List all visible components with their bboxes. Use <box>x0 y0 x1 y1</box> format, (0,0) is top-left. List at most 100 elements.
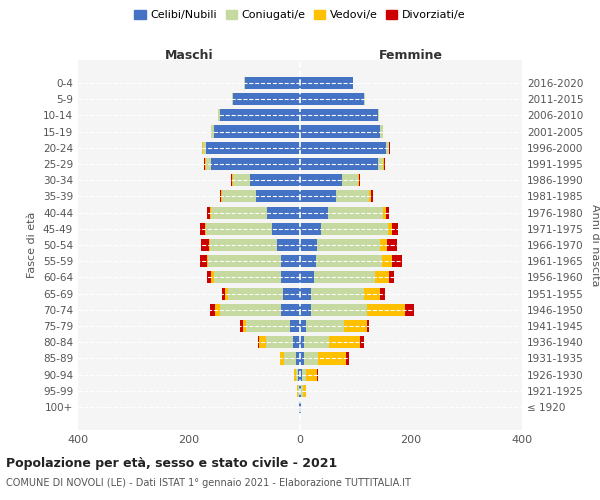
Bar <box>298 385 299 397</box>
Bar <box>300 93 364 105</box>
Bar <box>206 158 211 170</box>
Bar <box>280 352 284 364</box>
Bar <box>203 142 206 154</box>
Bar <box>302 368 306 381</box>
Bar <box>380 288 385 300</box>
Bar <box>406 304 414 316</box>
Bar <box>300 288 311 300</box>
Bar <box>200 222 205 235</box>
Y-axis label: Anni di nascita: Anni di nascita <box>590 204 600 286</box>
Bar <box>232 174 233 186</box>
Bar <box>240 320 243 332</box>
Bar <box>359 174 361 186</box>
Bar <box>208 255 281 268</box>
Bar <box>300 385 301 397</box>
Bar <box>386 142 389 154</box>
Bar <box>277 239 300 251</box>
Bar <box>281 255 300 268</box>
Bar <box>336 190 370 202</box>
Bar <box>214 272 281 283</box>
Bar <box>378 109 379 122</box>
Text: Popolazione per età, sesso e stato civile - 2021: Popolazione per età, sesso e stato civil… <box>6 458 337 470</box>
Bar <box>380 126 383 138</box>
Legend: Celibi/Nubili, Coniugati/e, Vedovi/e, Divorziati/e: Celibi/Nubili, Coniugati/e, Vedovi/e, Di… <box>130 6 470 25</box>
Bar <box>211 158 300 170</box>
Bar <box>300 368 302 381</box>
Bar <box>378 158 383 170</box>
Bar <box>281 304 300 316</box>
Bar <box>300 255 316 268</box>
Bar <box>346 352 349 364</box>
Bar <box>272 222 300 235</box>
Y-axis label: Fasce di età: Fasce di età <box>28 212 37 278</box>
Bar <box>300 336 304 348</box>
Bar <box>298 368 300 381</box>
Bar <box>245 320 290 332</box>
Bar <box>266 336 293 348</box>
Bar <box>344 320 367 332</box>
Bar <box>207 272 211 283</box>
Text: Maschi: Maschi <box>164 49 214 62</box>
Bar <box>245 77 300 89</box>
Bar <box>215 304 220 316</box>
Bar <box>222 288 225 300</box>
Bar <box>258 336 259 348</box>
Bar <box>301 385 303 397</box>
Bar <box>360 336 364 348</box>
Bar <box>316 255 382 268</box>
Bar <box>304 336 329 348</box>
Bar <box>392 255 402 268</box>
Bar <box>211 126 214 138</box>
Bar <box>311 288 364 300</box>
Bar <box>364 288 380 300</box>
Bar <box>317 239 380 251</box>
Bar <box>311 304 367 316</box>
Bar <box>233 93 300 105</box>
Bar <box>206 222 272 235</box>
Bar <box>383 206 386 218</box>
Bar <box>200 255 207 268</box>
Bar <box>319 352 346 364</box>
Bar <box>225 288 228 300</box>
Bar <box>367 320 370 332</box>
Bar <box>296 352 300 364</box>
Bar <box>284 352 296 364</box>
Bar <box>317 368 319 381</box>
Bar <box>200 239 209 251</box>
Bar <box>300 109 378 122</box>
Bar <box>300 77 353 89</box>
Bar <box>259 336 266 348</box>
Bar <box>228 288 283 300</box>
Bar <box>389 272 394 283</box>
Bar <box>206 142 300 154</box>
Bar <box>218 109 220 122</box>
Bar <box>211 272 214 283</box>
Bar <box>296 368 298 381</box>
Bar <box>205 158 206 170</box>
Bar <box>221 190 223 202</box>
Bar <box>233 174 250 186</box>
Bar <box>209 239 210 251</box>
Bar <box>383 158 385 170</box>
Bar <box>211 206 266 218</box>
Bar <box>300 239 317 251</box>
Bar <box>300 158 378 170</box>
Bar <box>305 320 344 332</box>
Bar <box>382 255 392 268</box>
Bar <box>375 272 389 283</box>
Bar <box>370 190 371 202</box>
Bar <box>300 272 314 283</box>
Bar <box>371 190 373 202</box>
Bar <box>210 239 277 251</box>
Bar <box>306 368 317 381</box>
Bar <box>341 174 358 186</box>
Bar <box>392 222 398 235</box>
Bar <box>222 190 256 202</box>
Bar <box>266 206 300 218</box>
Bar <box>321 222 388 235</box>
Bar <box>208 206 210 218</box>
Bar <box>294 368 296 381</box>
Bar <box>303 385 305 397</box>
Bar <box>232 93 233 105</box>
Bar <box>205 222 206 235</box>
